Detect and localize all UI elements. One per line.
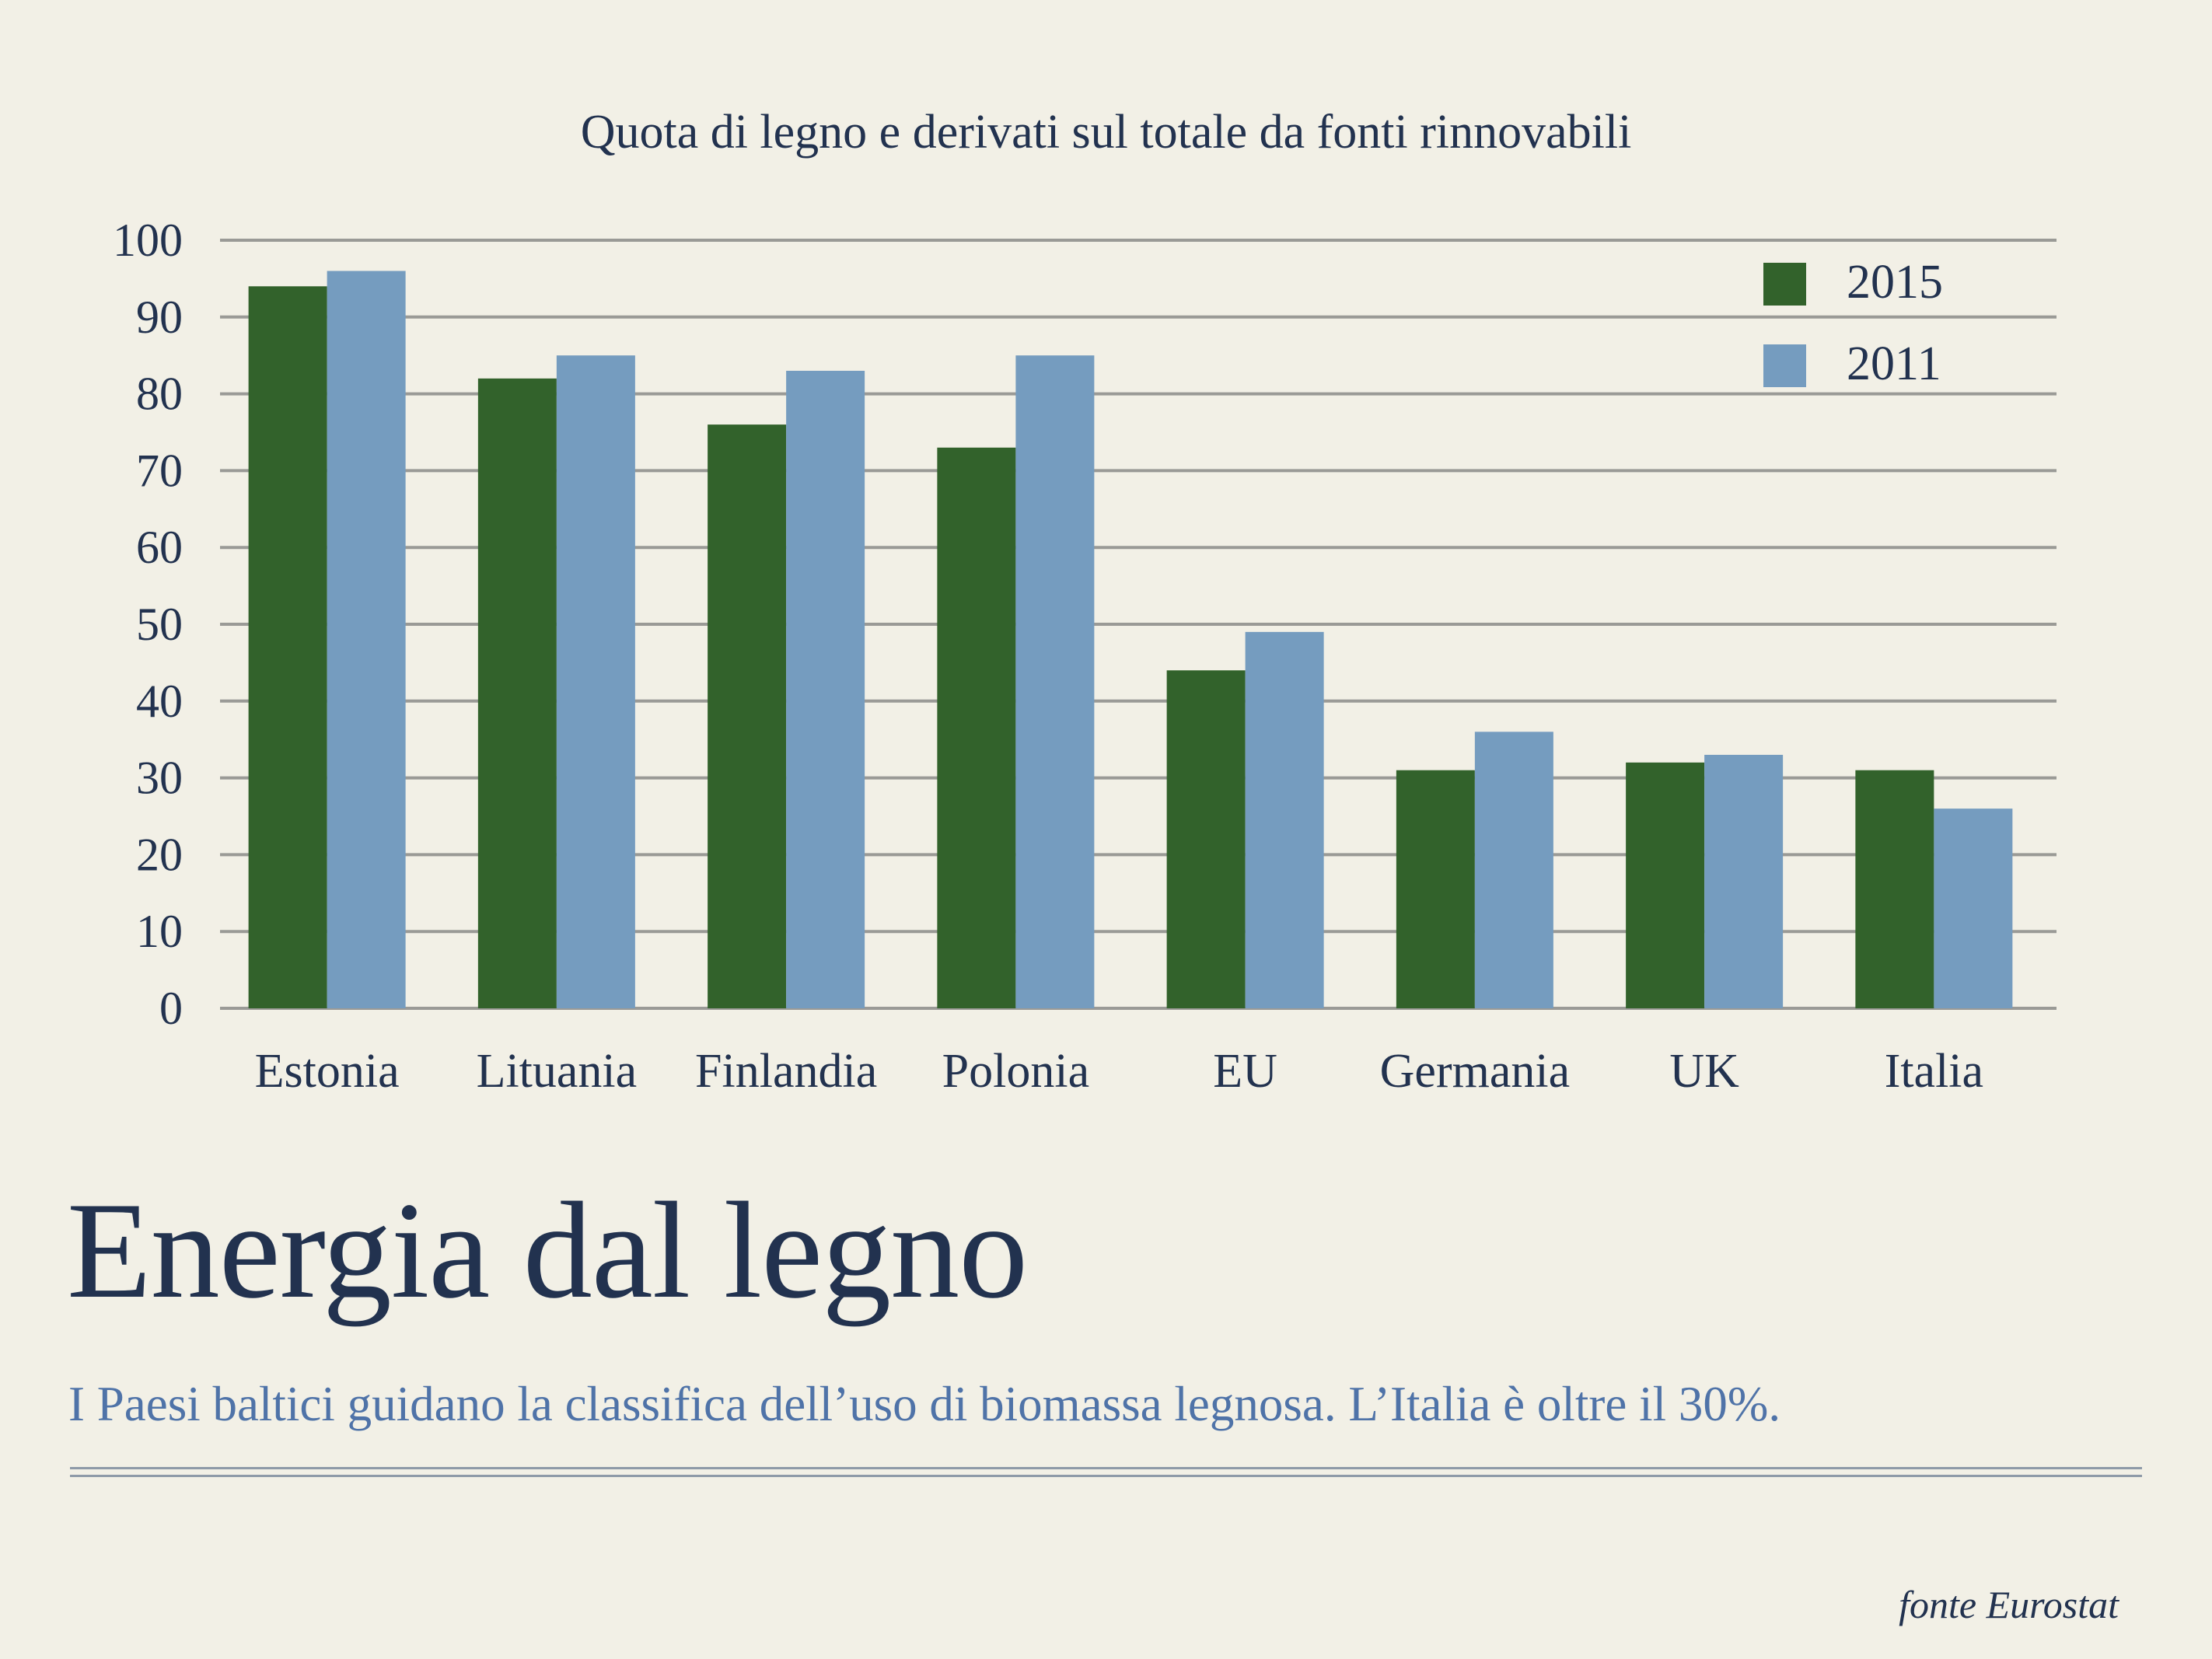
bar-2011-UK — [1704, 754, 1784, 1008]
y-tick-label: 60 — [136, 522, 183, 573]
x-tick-label: Lituania — [477, 1045, 638, 1098]
bar-2011-Italia — [1934, 809, 2013, 1008]
y-tick-label: 10 — [136, 906, 183, 957]
bar-2011-EU — [1245, 631, 1324, 1008]
y-tick-label: 20 — [136, 829, 183, 880]
x-tick-label: Polonia — [942, 1045, 1089, 1098]
bar-2011-Finlandia — [786, 370, 865, 1009]
x-tick-label: UK — [1669, 1045, 1739, 1098]
x-tick-label: Finlandia — [695, 1045, 877, 1098]
x-tick-label: Italia — [1885, 1045, 1983, 1098]
x-axis-labels: Estonia Lituania Finlandia Polonia EU Germani… — [255, 1045, 1983, 1098]
bar-2011-Estonia — [327, 271, 406, 1008]
bar-2015-Estonia — [248, 286, 327, 1008]
bars — [248, 271, 2013, 1009]
bar-2015-UK — [1626, 762, 1705, 1008]
y-tick-label: 40 — [136, 676, 183, 727]
divider-line — [70, 1467, 2142, 1469]
y-tick-label: 50 — [136, 599, 183, 650]
divider-line — [70, 1475, 2142, 1477]
legend-swatch — [1763, 263, 1806, 306]
bar-2011-Lituania — [556, 355, 635, 1008]
bar-2015-Lituania — [477, 378, 557, 1009]
bar-2015-Polonia — [937, 447, 1016, 1008]
y-axis-ticks: 0 10 20 30 40 50 60 70 80 90 100 — [113, 215, 183, 1034]
y-tick-label: 100 — [113, 215, 183, 266]
bar-2015-Germania — [1396, 770, 1475, 1008]
bar-2011-Polonia — [1015, 355, 1095, 1008]
chart-title: Quota di legno e derivati sul totale da … — [580, 106, 1632, 159]
bar-2015-EU — [1166, 670, 1246, 1008]
legend-label: 2011 — [1847, 337, 1941, 390]
slide-subtitle: I Paesi baltici guidano la classifica de… — [68, 1377, 1781, 1431]
bar-2015-Finlandia — [708, 424, 787, 1008]
y-tick-label: 30 — [136, 753, 183, 804]
slide-heading: Energia dal legno — [67, 1173, 1028, 1327]
bar-2011-Germania — [1474, 732, 1553, 1008]
source-note: fonte Eurostat — [1899, 1583, 2119, 1626]
legend-swatch — [1763, 344, 1806, 387]
y-tick-label: 0 — [159, 983, 183, 1034]
x-tick-label: EU — [1213, 1045, 1277, 1098]
x-tick-label: Germania — [1380, 1045, 1570, 1098]
y-tick-label: 80 — [136, 368, 183, 420]
y-tick-label: 90 — [136, 292, 183, 343]
y-tick-label: 70 — [136, 445, 183, 496]
bar-2015-Italia — [1855, 770, 1934, 1008]
legend-label: 2015 — [1847, 256, 1943, 309]
x-tick-label: Estonia — [255, 1045, 400, 1098]
legend: 2015 2011 — [1763, 256, 1943, 390]
